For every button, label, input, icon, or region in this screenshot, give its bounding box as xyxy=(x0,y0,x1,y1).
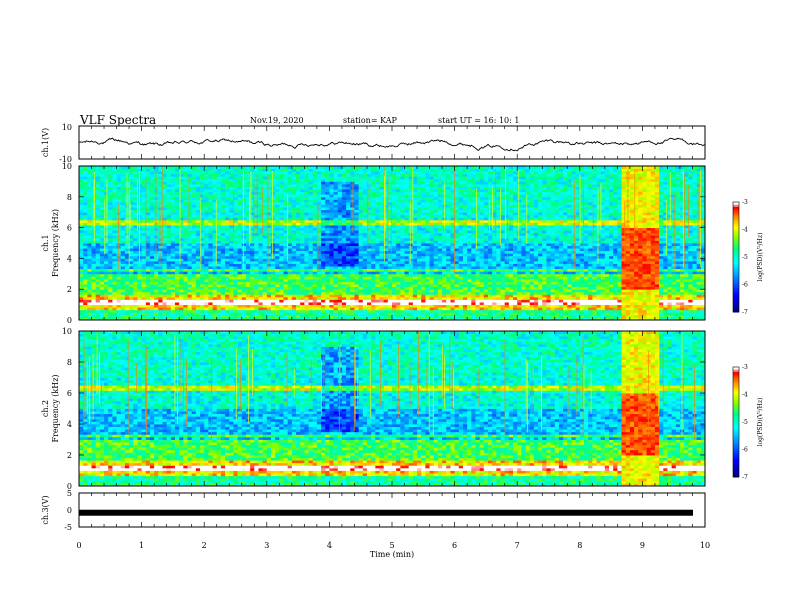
freq-ytick: 8 xyxy=(67,358,72,367)
time-xtick: 9 xyxy=(640,541,645,550)
freq-ytick: 2 xyxy=(67,451,72,460)
colorbar-tick: -6 xyxy=(742,282,748,289)
freq-ytick: 4 xyxy=(67,254,72,263)
spec-ylabel-frequency: Frequency (kHz) xyxy=(51,209,60,277)
ch1-ylabel: ch.1(V) xyxy=(41,128,50,157)
time-xlabel: Time (min) xyxy=(370,550,414,559)
freq-ytick: 0 xyxy=(67,482,72,491)
date-label: Nov.19, 2020 xyxy=(250,116,304,125)
spec-ylabel-channel: ch.2 xyxy=(41,400,50,417)
chart-title: VLF Spectra xyxy=(80,113,157,127)
colorbar-tick: -3 xyxy=(742,199,748,206)
ch3-waveform-line xyxy=(79,509,693,516)
freq-ytick: 8 xyxy=(67,193,72,202)
colorbar-tick: -7 xyxy=(742,309,748,316)
ch1-waveform-line xyxy=(79,137,706,152)
spectrogram-ch2 xyxy=(79,331,706,487)
freq-ytick: 6 xyxy=(67,224,72,233)
colorbar-tick: -7 xyxy=(742,474,748,481)
station-label: station= KAP xyxy=(343,116,397,125)
freq-ytick: 10 xyxy=(62,327,72,336)
ch1-ytick: 10 xyxy=(62,123,72,132)
colorbar-frame xyxy=(732,366,740,478)
time-xtick: 1 xyxy=(139,541,144,550)
ch1-ytick: -10 xyxy=(59,155,72,164)
time-xtick: 5 xyxy=(389,541,394,550)
time-xtick: 10 xyxy=(700,541,710,550)
time-xtick: 8 xyxy=(577,541,582,550)
freq-ytick: 0 xyxy=(67,316,72,325)
spec-ylabel-channel: ch.1 xyxy=(41,234,50,251)
time-xtick: 2 xyxy=(202,541,207,550)
ch3-ylabel: ch.3(V) xyxy=(41,495,50,524)
colorbar-tick: -3 xyxy=(742,364,748,371)
colorbar-tick: -5 xyxy=(742,419,748,426)
time-xtick: 0 xyxy=(76,541,81,550)
colorbar-tick: -4 xyxy=(742,392,748,399)
colorbar-label: log(PSD)(V²/Hz) xyxy=(757,233,764,282)
colorbar-tick: -6 xyxy=(742,447,748,454)
ch3-ytick: 0 xyxy=(67,506,72,515)
spec-ylabel-frequency: Frequency (kHz) xyxy=(51,374,60,442)
time-xtick: 3 xyxy=(264,541,269,550)
ch3-ytick: 5 xyxy=(67,489,72,498)
colorbar-tick: -4 xyxy=(742,227,748,234)
colorbar-tick: -5 xyxy=(742,254,748,261)
start-time-label: start UT = 16: 10: 1 xyxy=(438,116,520,125)
colorbar-frame xyxy=(732,201,740,313)
time-xtick: 7 xyxy=(515,541,520,550)
freq-ytick: 4 xyxy=(67,420,72,429)
ch3-ytick: -5 xyxy=(64,523,72,532)
spectrogram-ch1 xyxy=(79,166,706,321)
time-xtick: 4 xyxy=(327,541,332,550)
freq-ytick: 2 xyxy=(67,285,72,294)
colorbar-label: log(PSD)(V²/Hz) xyxy=(757,398,764,447)
freq-ytick: 6 xyxy=(67,389,72,398)
time-xtick: 6 xyxy=(452,541,457,550)
freq-ytick: 10 xyxy=(62,162,72,171)
